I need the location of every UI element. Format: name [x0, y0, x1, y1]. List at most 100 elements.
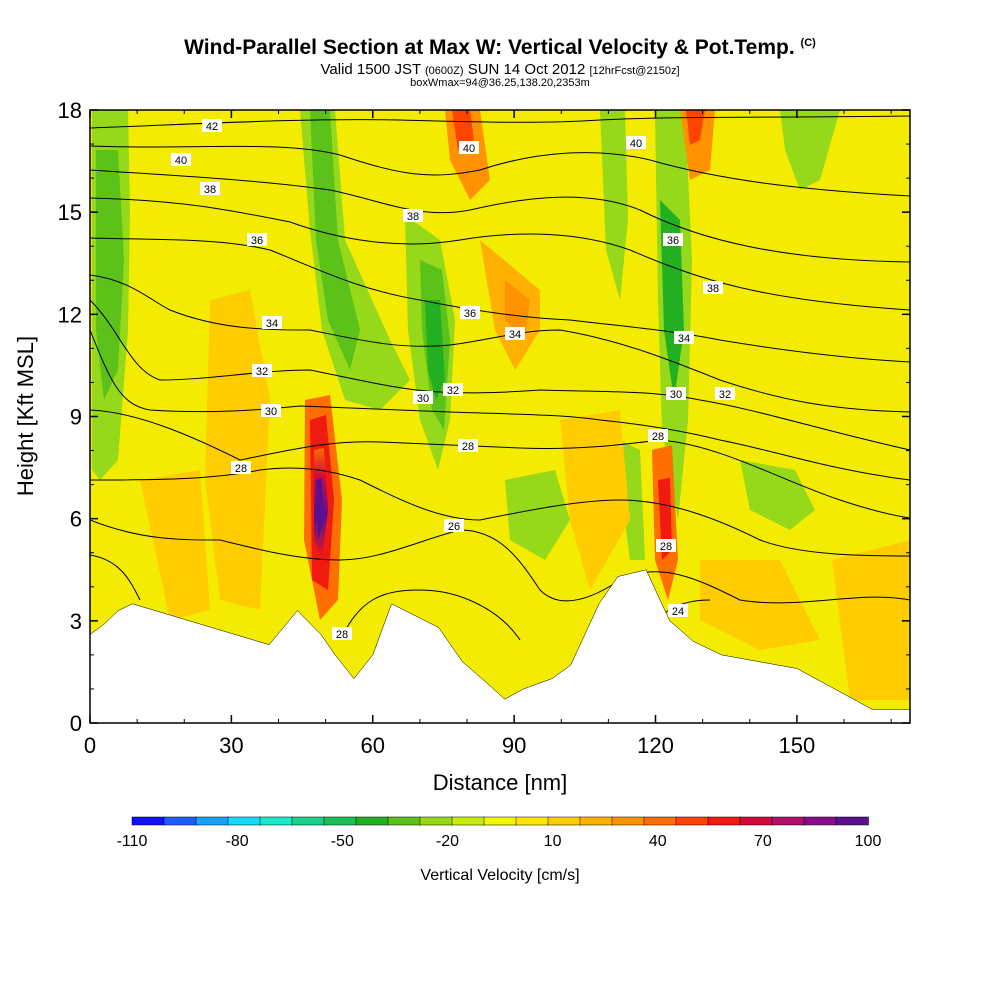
colorbar-swatch: [291, 816, 325, 826]
updraft-region: [832, 540, 910, 700]
svg-text:32: 32: [447, 385, 459, 397]
colorbar-swatch: [515, 816, 549, 826]
contour-label: 30: [413, 391, 433, 405]
contour-label: 30: [261, 404, 281, 418]
contour-label: 40: [171, 153, 191, 167]
svg-text:28: 28: [660, 541, 672, 553]
downdraft-region: [660, 200, 684, 400]
y-axis-label: Height [Kft MSL]: [13, 336, 38, 496]
x-tick-label: 90: [502, 733, 526, 758]
colorbar-swatch: [163, 816, 197, 826]
contour-label: 36: [247, 233, 267, 247]
chart-title: Wind-Parallel Section at Max W: Vertical…: [184, 36, 816, 59]
contour-label: 36: [663, 233, 683, 247]
colorbar-swatch: [451, 816, 485, 826]
svg-text:28: 28: [235, 463, 247, 475]
contour-label: 26: [444, 519, 464, 533]
svg-text:42: 42: [206, 121, 218, 133]
colorbar-swatch: [419, 816, 453, 826]
contour-line: [90, 237, 910, 363]
svg-text:24: 24: [672, 606, 684, 618]
svg-text:30: 30: [265, 406, 277, 418]
svg-text:28: 28: [462, 441, 474, 453]
contour-label: 28: [231, 461, 251, 475]
colorbar-tick-label: 70: [754, 833, 772, 850]
updraft-core: [316, 478, 324, 540]
contour-label: 42: [202, 119, 222, 133]
x-axis-label: Distance [nm]: [433, 770, 568, 795]
svg-text:28: 28: [652, 431, 664, 443]
colorbar-tick-label: 100: [855, 833, 882, 850]
colorbar: -110 -80 -50 -20 10 40 70 100: [117, 816, 882, 850]
contour-label: 28: [332, 627, 352, 641]
colorbar-tick-label: -20: [436, 833, 459, 850]
colorbar-tick-label: -50: [331, 833, 354, 850]
contour-label: 28: [656, 539, 676, 553]
colorbar-swatch: [195, 816, 229, 826]
colorbar-swatch: [579, 816, 613, 826]
svg-text:30: 30: [670, 389, 682, 401]
contour-label: 30: [666, 387, 686, 401]
colorbar-tick-label: 40: [649, 833, 667, 850]
y-tick-label: 6: [70, 507, 82, 532]
colorbar-swatch: [323, 816, 357, 826]
colorbar-tick-label: 10: [544, 833, 562, 850]
downdraft-region: [780, 110, 840, 190]
svg-text:30: 30: [417, 393, 429, 405]
svg-text:40: 40: [175, 155, 187, 167]
colorbar-swatch: [707, 816, 741, 826]
contour-line: [90, 145, 910, 197]
colorbar-swatch: [259, 816, 293, 826]
colorbar-label: Vertical Velocity [cm/s]: [420, 867, 579, 884]
downdraft-region: [740, 460, 815, 530]
colorbar-swatch: [739, 816, 773, 826]
svg-text:38: 38: [707, 283, 719, 295]
svg-text:28: 28: [336, 629, 348, 641]
downdraft-region: [600, 110, 628, 300]
y-tick-label: 9: [70, 405, 82, 430]
colorbar-swatch: [483, 816, 517, 826]
updraft-region: [505, 280, 530, 340]
contour-label: 32: [715, 387, 735, 401]
velocity-field: [92, 110, 910, 700]
updraft-region: [686, 110, 705, 145]
colorbar-swatch: [227, 816, 261, 826]
x-tick-label: 120: [637, 733, 674, 758]
y-tick-label: 0: [70, 711, 82, 736]
contour-line: [90, 274, 910, 413]
colorbar-swatch: [675, 816, 709, 826]
contour-label: 24: [668, 604, 688, 618]
colorbar-swatch: [387, 816, 421, 826]
downdraft-region: [310, 110, 360, 370]
colorbar-tick-label: -110: [117, 833, 148, 850]
colorbar-swatch: [803, 816, 837, 826]
colorbar-swatch: [355, 816, 389, 826]
y-tick-label: 18: [58, 98, 82, 123]
svg-text:40: 40: [630, 138, 642, 150]
x-tick-label: 0: [84, 733, 96, 758]
colorbar-swatch: [547, 816, 581, 826]
x-axis: 0 30 60 90 120 150: [84, 110, 892, 758]
updraft-region: [452, 110, 474, 150]
colorbar-swatch: [771, 816, 805, 826]
contour-label: 28: [458, 439, 478, 453]
terrain-mask: [90, 569, 910, 723]
contour-label: 38: [403, 209, 423, 223]
svg-text:34: 34: [509, 329, 521, 341]
svg-text:36: 36: [251, 235, 263, 247]
x-tick-label: 30: [219, 733, 243, 758]
y-tick-label: 12: [58, 302, 82, 327]
contour-label: 40: [626, 136, 646, 150]
svg-text:32: 32: [719, 389, 731, 401]
contour-label: 34: [674, 331, 694, 345]
colorbar-tick-label: -80: [226, 833, 249, 850]
svg-text:40: 40: [463, 143, 475, 155]
contour-label: 34: [505, 327, 525, 341]
svg-text:32: 32: [256, 366, 268, 378]
x-tick-label: 150: [779, 733, 816, 758]
colorbar-swatch: [643, 816, 677, 826]
downdraft-region: [425, 300, 445, 400]
contour-label: 32: [443, 383, 463, 397]
y-tick-label: 15: [58, 200, 82, 225]
